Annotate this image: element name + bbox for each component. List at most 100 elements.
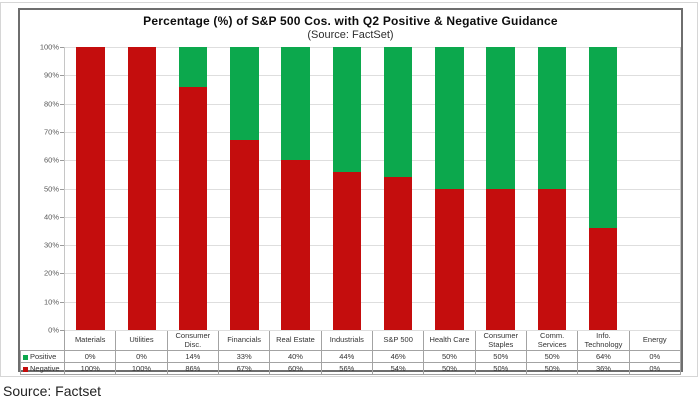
gridline [65, 47, 680, 48]
value-cell: 0% [628, 362, 682, 376]
legend-cell: Negative [20, 362, 65, 376]
chart-title: Percentage (%) of S&P 500 Cos. with Q2 P… [143, 14, 558, 28]
bar-column [116, 47, 167, 330]
bar-stack [178, 47, 208, 330]
positive-bar-segment [486, 47, 515, 189]
negative-bar-segment [76, 47, 105, 330]
value-cell: 50% [525, 350, 579, 364]
positive-bar-segment [230, 47, 259, 141]
gridline [65, 75, 680, 77]
bar-stack [486, 47, 515, 330]
bar-stack [383, 47, 413, 330]
bar-column [424, 47, 475, 330]
bar-column [270, 47, 321, 330]
gridline [65, 160, 680, 162]
positive-bar-segment [537, 47, 567, 189]
category-header-cell: Info. Technology [577, 329, 630, 352]
y-axis-label: 60% [43, 155, 59, 165]
bar-column [373, 47, 424, 330]
value-cell: 86% [166, 362, 219, 376]
plot-region: 100% 90% 80% 70% 60% 50% 40% 30% 20% 10% 0% [20, 43, 681, 335]
bar-column [65, 47, 116, 330]
y-axis-label: 50% [43, 184, 59, 193]
bar-column [526, 47, 577, 330]
category-header-cell: Health Care [423, 329, 476, 352]
value-cell: 0% [63, 350, 117, 364]
y-axis: 100% 90% 80% 70% 60% 50% 40% 30% 20% 10% 0% [20, 43, 64, 335]
value-cell: 14% [166, 350, 219, 364]
y-axis-label: 80% [43, 99, 59, 109]
gridline [65, 245, 680, 247]
category-header-cell: Comm. Services [525, 329, 579, 352]
bar-stack [537, 47, 567, 330]
y-axis-tick [60, 103, 64, 105]
bar-stack [332, 47, 362, 330]
positive-bar-segment [332, 47, 362, 172]
positive-bar-segment [435, 47, 464, 189]
negative-bar-segment [281, 160, 310, 330]
y-axis-label: 0% [48, 325, 59, 335]
value-cell: 100% [63, 362, 117, 376]
category-header-cell: Consumer Disc. [166, 329, 219, 352]
positive-legend-label: Positive [30, 352, 57, 362]
value-cell: 54% [371, 362, 425, 376]
value-cell: 64% [577, 350, 630, 364]
value-cell: 50% [423, 362, 476, 376]
source-caption: Source: Factset [3, 383, 102, 399]
y-axis-tick [60, 216, 64, 218]
chart-container: Percentage (%) of S&P 500 Cos. with Q2 P… [18, 8, 683, 376]
category-header-cell: Real Estate [269, 329, 322, 352]
y-axis-label: 100% [39, 42, 59, 52]
bar-stack [230, 47, 259, 330]
negative-legend-swatch [23, 366, 28, 372]
bar-column [629, 47, 680, 330]
value-cell: 46% [371, 350, 425, 364]
gridline [65, 216, 680, 218]
y-axis-label: 10% [43, 297, 59, 307]
negative-bar-segment [383, 177, 413, 330]
bar-column [219, 47, 270, 330]
gridline [65, 131, 680, 133]
value-cell: 36% [577, 362, 630, 376]
positive-bar-segment [588, 47, 618, 229]
value-cell: 50% [474, 350, 527, 364]
y-axis-tick [60, 301, 64, 303]
bars-row [65, 47, 680, 330]
positive-bar-segment [383, 47, 413, 178]
y-axis-label: 30% [43, 240, 59, 250]
category-header-cell: Financials [217, 329, 271, 352]
value-cell: 50% [423, 350, 476, 364]
positive-legend-swatch [23, 354, 28, 360]
category-header-cell: Materials [63, 329, 117, 352]
bar-column [578, 47, 629, 330]
positive-bar-segment [281, 47, 310, 161]
gridline [65, 188, 680, 190]
bar-stack [127, 47, 157, 330]
category-header-cell: Utilities [115, 329, 168, 352]
gridline [65, 301, 680, 303]
y-axis-label: 20% [43, 268, 59, 278]
bar-stack [76, 47, 105, 330]
value-cell: 0% [628, 350, 682, 364]
value-cell: 50% [525, 362, 579, 376]
value-cell: 60% [269, 362, 322, 376]
y-axis-label: 70% [43, 127, 59, 137]
gridline [65, 273, 680, 275]
value-cell: 100% [115, 362, 168, 376]
y-axis-tick [60, 131, 64, 133]
positive-bar-segment [178, 47, 208, 87]
negative-bar-segment [588, 228, 618, 330]
chart-subtitle: (Source: FactSet) [307, 29, 394, 41]
gridline [65, 103, 680, 105]
y-axis-tick [60, 160, 64, 162]
value-cell: 67% [217, 362, 271, 376]
table-data-row: Negative 100% 100% 86% 67% 60% 56% 54% 50% 50% 50%… [20, 362, 682, 376]
category-header-cell: S&P 500 [371, 329, 425, 352]
legend-cell: Positive [20, 350, 65, 364]
negative-bar-segment [332, 171, 362, 330]
value-cell: 44% [320, 350, 373, 364]
plot-area [64, 47, 681, 331]
category-header-cell: Energy [628, 329, 682, 352]
bar-column [168, 47, 219, 330]
negative-bar-segment [486, 188, 515, 330]
